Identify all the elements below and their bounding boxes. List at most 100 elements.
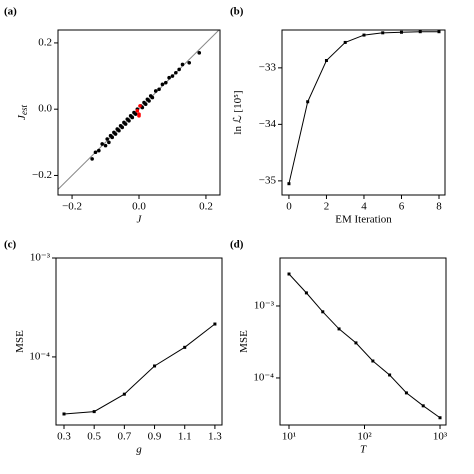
- x-tick-label: 10²: [357, 431, 372, 443]
- plot-frame: [281, 29, 446, 196]
- point-marker: [421, 404, 425, 408]
- scatter-point: [150, 95, 155, 100]
- scatter-point: [143, 102, 148, 107]
- point-marker: [371, 359, 375, 363]
- scatter-point: [107, 140, 111, 145]
- y-tick-label: 10⁻³: [254, 300, 275, 312]
- y-tick-label: 10⁻³: [30, 252, 51, 264]
- y-tick-label: −33: [259, 61, 277, 73]
- y-tick-label: 0.0: [38, 103, 52, 115]
- x-tick-label: 0.0: [132, 201, 146, 213]
- scatter-point: [90, 157, 94, 161]
- x-tick-label: 10³: [433, 431, 448, 443]
- x-tick-label: 1.1: [178, 431, 192, 443]
- scatter-point: [153, 89, 158, 93]
- x-axis-label: g: [136, 444, 142, 456]
- point-marker: [213, 322, 217, 326]
- scatter-point: [138, 104, 142, 108]
- point-marker: [337, 327, 341, 331]
- x-tick-label: 0.2: [199, 201, 213, 213]
- scatter-point: [187, 61, 192, 65]
- plot-frame: [279, 257, 447, 426]
- panel: (c) 0.3 0.5 0.7 0.9 1.1 1.3 10⁻⁴ 10⁻³ g MSE: [4, 239, 223, 456]
- point-marker: [62, 412, 66, 416]
- scatter-point: [133, 112, 138, 116]
- x-axis-label: EM Iteration: [335, 214, 392, 226]
- scatter-point: [93, 150, 98, 155]
- x-tick-label: −0.2: [62, 201, 82, 213]
- scatter-point: [123, 122, 128, 126]
- series-line: [288, 273, 441, 419]
- point-marker: [437, 30, 441, 34]
- y-tick-label: 10⁻⁴: [253, 371, 274, 383]
- point-marker: [362, 33, 366, 37]
- x-tick-label: 2: [324, 201, 330, 213]
- y-axis-label-main: MSE: [14, 330, 26, 353]
- scatter-point: [130, 115, 135, 120]
- point-marker: [92, 410, 96, 414]
- scatter-point: [180, 62, 185, 67]
- panel: (b) 0 2 4 6 8 −35 −34 −33 EM Iteration ln ℒ [10⁵]: [230, 6, 446, 226]
- point-marker: [418, 30, 422, 34]
- scatter-point: [170, 74, 175, 78]
- x-tick-label: 0.9: [148, 431, 162, 443]
- scatter-point: [197, 51, 202, 55]
- point-marker: [183, 345, 187, 349]
- scatter-point: [157, 87, 161, 92]
- point-marker: [354, 341, 358, 345]
- y-axis-label: Jest: [16, 105, 30, 120]
- x-tick-label: 1.3: [208, 431, 222, 443]
- y-axis-label-main: MSE: [238, 330, 250, 353]
- scatter-point: [113, 132, 118, 136]
- panel-label: (c): [4, 239, 17, 251]
- scatter-point: [103, 143, 108, 148]
- scatter-point: [147, 99, 151, 103]
- scatter-point: [174, 70, 178, 75]
- x-tick-label: 4: [361, 201, 367, 213]
- y-axis-label-main: ln ℒ [10⁵]: [232, 90, 244, 134]
- x-axis-label: T: [360, 444, 367, 456]
- point-marker: [321, 310, 325, 314]
- scatter-point: [110, 135, 115, 140]
- scatter-point: [177, 67, 181, 72]
- scatter-point: [117, 128, 121, 133]
- panel-label: (a): [4, 6, 17, 18]
- x-tick-label: 0: [286, 201, 292, 213]
- point-marker: [343, 40, 347, 44]
- y-axis-label: ln ℒ [10⁵]: [232, 90, 244, 134]
- point-marker: [287, 182, 291, 186]
- scatter-point: [97, 148, 101, 153]
- scatter-point: [105, 137, 110, 141]
- y-tick-label: −34: [259, 118, 277, 130]
- x-tick-label: 0.3: [57, 431, 71, 443]
- point-marker: [153, 364, 157, 368]
- point-marker: [404, 391, 408, 395]
- point-marker: [399, 30, 403, 34]
- y-tick-label: −35: [259, 174, 277, 186]
- point-marker: [304, 291, 308, 295]
- x-tick-label: 10¹: [282, 431, 296, 443]
- series-line: [288, 31, 439, 184]
- point-marker: [306, 100, 310, 104]
- scatter-point: [120, 125, 125, 130]
- scatter-point: [163, 80, 168, 85]
- y-axis-label-sub: est: [19, 105, 29, 115]
- x-tick-label: 8: [436, 201, 442, 213]
- point-marker: [381, 31, 385, 35]
- scatter-point: [137, 112, 141, 116]
- point-marker: [287, 272, 291, 276]
- point-marker: [438, 416, 442, 420]
- y-axis-label-main: J: [16, 114, 28, 120]
- scatter-point: [167, 75, 171, 80]
- scatter-point: [135, 109, 140, 113]
- panel-label: (b): [230, 6, 244, 18]
- point-marker: [324, 59, 328, 63]
- panel-label: (d): [230, 239, 244, 251]
- x-tick-label: 6: [399, 201, 405, 213]
- y-tick-label: 0.2: [38, 36, 52, 48]
- y-tick-label: −0.2: [32, 169, 52, 181]
- point-marker: [122, 392, 126, 396]
